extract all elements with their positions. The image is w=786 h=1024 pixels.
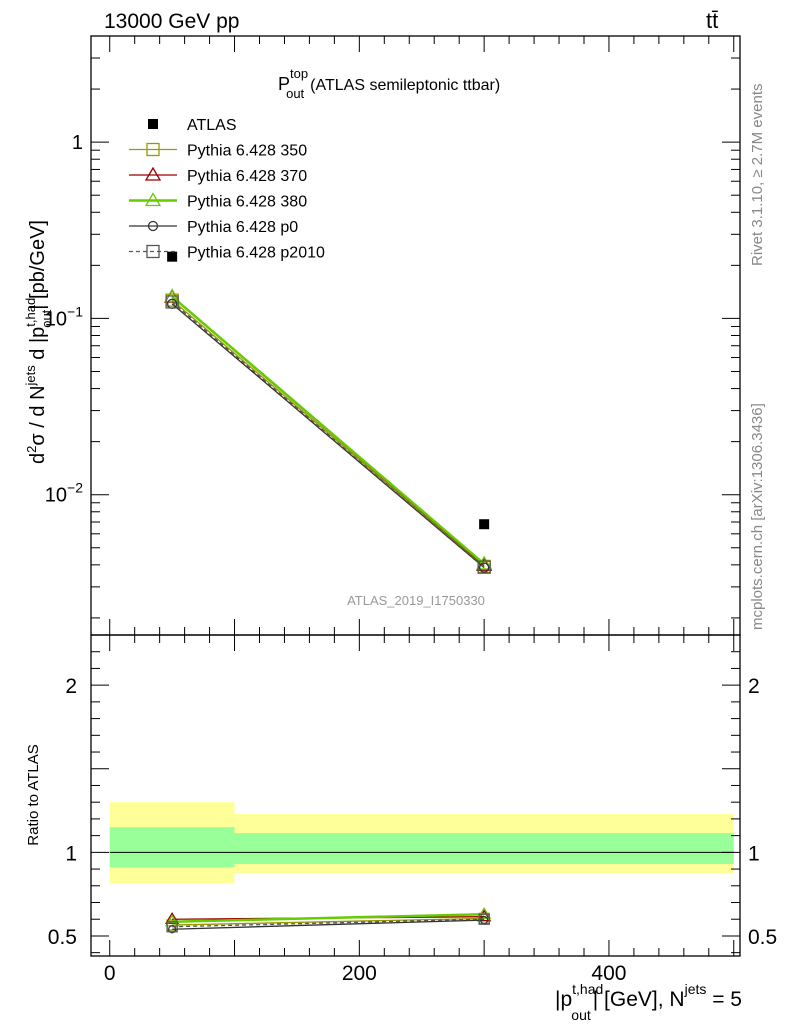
main-series-point-3 bbox=[476, 555, 493, 570]
process-label: tt̄ bbox=[706, 8, 718, 33]
main-series-point-5 bbox=[165, 295, 179, 309]
ratio-band-green-0 bbox=[109, 827, 235, 868]
ratio-series-point-3 bbox=[479, 915, 489, 925]
main-panel: 1 10−1 10−2 bbox=[45, 35, 741, 636]
ratio-series-point-4 bbox=[478, 913, 490, 925]
main-series-line-3 bbox=[171, 295, 485, 565]
ratio-series-line-3 bbox=[172, 919, 485, 930]
legend-label-5: Pythia 6.428 p2010 bbox=[187, 245, 325, 262]
ratio-y-tick-label-left-2: 2 bbox=[65, 675, 77, 698]
legend-marker-2 bbox=[144, 166, 162, 181]
ratio-series-line-2 bbox=[172, 912, 485, 923]
x-tick-label-1: 200 bbox=[342, 962, 377, 985]
ratio-frame bbox=[90, 634, 741, 957]
main-title-sup: top bbox=[290, 66, 308, 81]
ratio-series-point-4 bbox=[166, 921, 178, 933]
ratio-series-point-3 bbox=[167, 925, 177, 934]
ratio-y-tick-label-right-1: 1 bbox=[748, 842, 760, 865]
atlas-point bbox=[479, 519, 490, 530]
legend-marker-4 bbox=[147, 220, 159, 232]
rivet-label: Rivet 3.1.10, ≥ 2.7M events bbox=[749, 84, 766, 267]
legend-marker-5 bbox=[146, 244, 160, 259]
ratio-series-point-1 bbox=[164, 911, 180, 924]
main-series-point-4 bbox=[478, 562, 490, 573]
ratio-y-tick-label-left-0: 0.5 bbox=[48, 926, 77, 949]
ratio-series-point-2 bbox=[476, 906, 492, 919]
legend-marker-3 bbox=[144, 192, 162, 207]
analysis-label: ATLAS_2019_I1750330 bbox=[347, 593, 485, 608]
ratio-y-tick-label-right-0: 0.5 bbox=[748, 926, 777, 949]
x-axis-label: |pt,had out| [GeV], Njets = 5 bbox=[555, 981, 742, 1023]
main-series-point-5 bbox=[477, 560, 491, 574]
ratio-series-point-1 bbox=[476, 909, 492, 922]
ratio-band-green-1 bbox=[234, 833, 734, 865]
legend-marker-1 bbox=[146, 142, 160, 157]
legend-label-0: ATLAS bbox=[187, 117, 237, 134]
main-title-sub: out bbox=[286, 86, 304, 101]
main-series-line-4 bbox=[171, 303, 485, 569]
legend-marker-0 bbox=[148, 119, 158, 129]
ratio-ylabel: Ratio to ATLAS bbox=[25, 744, 42, 845]
mcplots-label: mcplots.cern.ch [arXiv:1306.3436] bbox=[749, 403, 766, 630]
main-series-line-1 bbox=[171, 299, 485, 567]
main-y-tick-label-0: 1 bbox=[72, 132, 83, 154]
energy-label: 13000 GeV pp bbox=[104, 10, 239, 33]
main-y-tick-label-1: 10−1 bbox=[45, 303, 83, 330]
legend-label-3: Pythia 6.428 380 bbox=[187, 194, 307, 211]
main-title-rest: (ATLAS semileptonic ttbar) bbox=[310, 77, 500, 94]
legend-label-4: Pythia 6.428 p0 bbox=[187, 219, 298, 236]
main-ylabel: d2σ / d Njets d |pt,hadout| [pb/GeV] bbox=[23, 220, 54, 464]
main-title-p: P bbox=[278, 74, 290, 94]
legend-label-2: Pythia 6.428 370 bbox=[187, 168, 307, 185]
ratio-series-line-0 bbox=[172, 917, 485, 926]
ratio-y-tick-label-right-2: 2 bbox=[748, 675, 760, 698]
x-tick-label-2: 400 bbox=[591, 962, 626, 985]
ratio-panel: 0.5 0.5 1 1 2 2 0 200 400 bbox=[48, 634, 777, 985]
main-y-tick-label-2: 10−2 bbox=[45, 480, 83, 507]
ratio-series-line-4 bbox=[172, 918, 485, 928]
x-tick-label-0: 0 bbox=[104, 962, 116, 985]
legend-label-1: Pythia 6.428 350 bbox=[187, 143, 307, 160]
legend: ATLAS Pythia 6.428 350 Pythia 6.428 370 Pyt… bbox=[129, 117, 325, 262]
main-series-line-5 bbox=[171, 301, 485, 568]
atlas-point bbox=[167, 251, 178, 262]
ratio-y-tick-label-left-1: 1 bbox=[65, 842, 77, 865]
main-title: Ptop out (ATLAS semileptonic ttbar) bbox=[278, 66, 500, 101]
